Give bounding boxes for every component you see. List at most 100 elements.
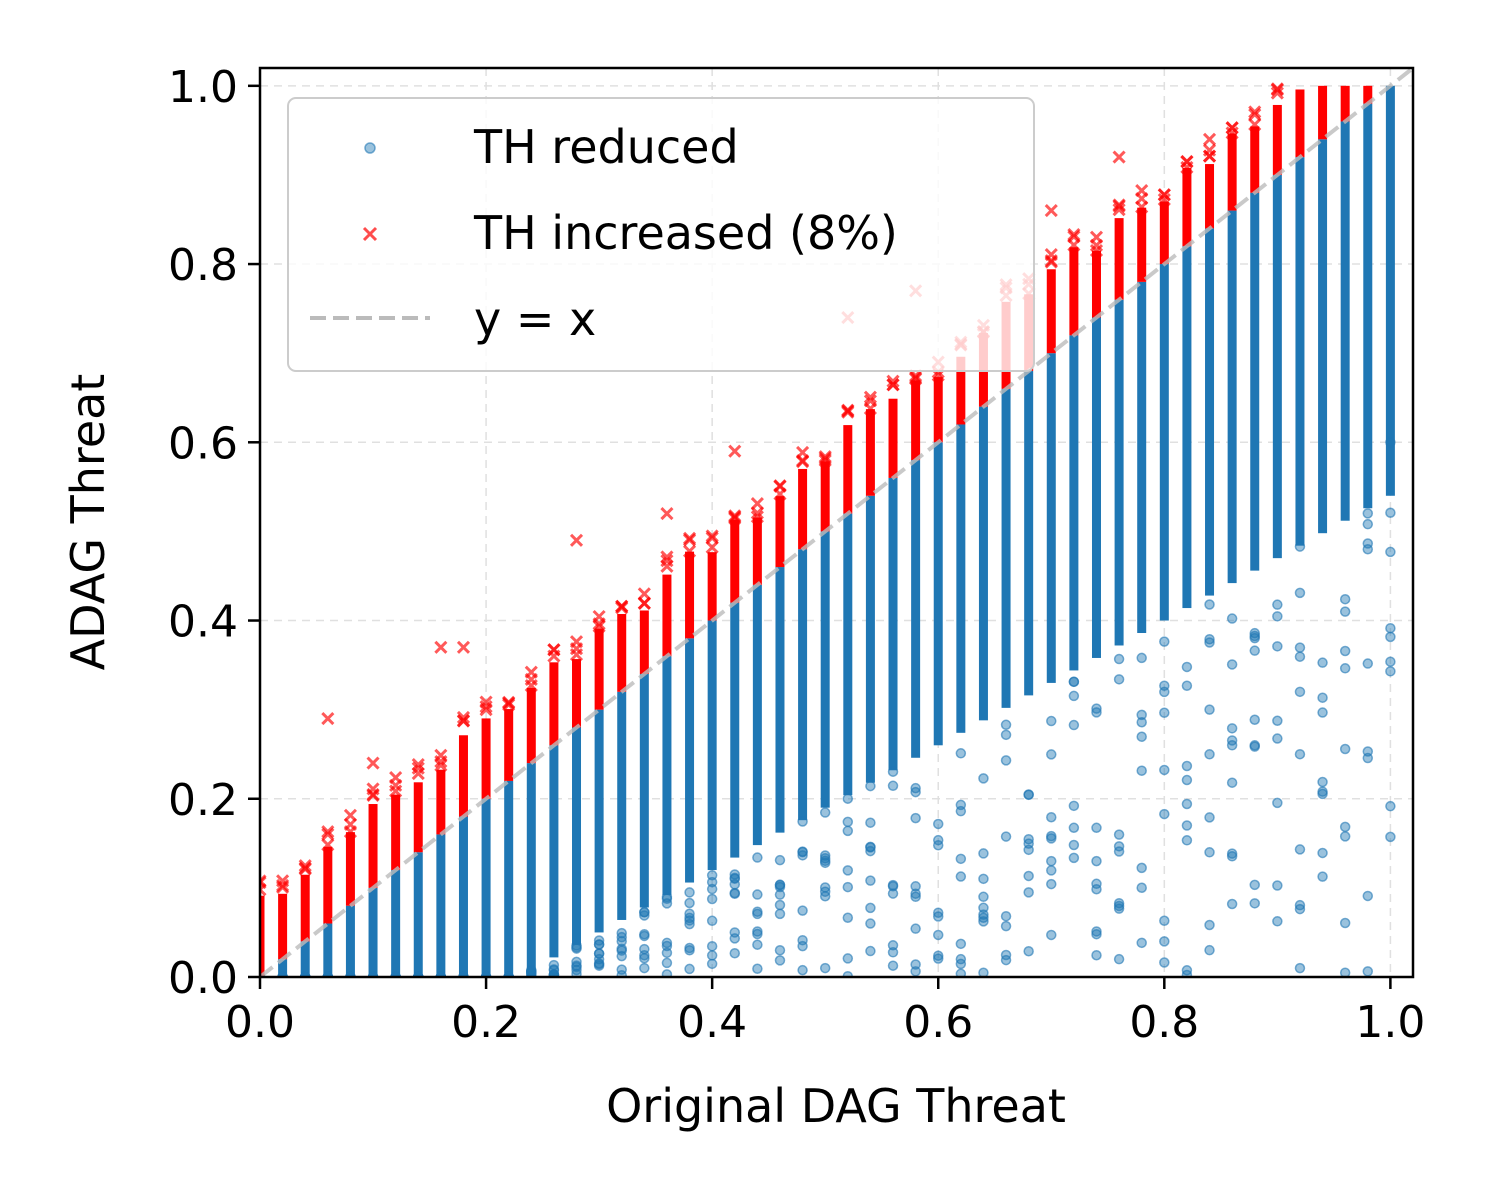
reduced-point: [571, 960, 582, 971]
reduced-point: [1385, 831, 1396, 843]
reduced-point: [706, 950, 718, 961]
increased-point: [524, 678, 538, 693]
increased-point: [479, 700, 493, 714]
reduced-point: [1339, 593, 1351, 605]
reduced-point: [1000, 755, 1012, 766]
increased-point-column: [865, 409, 875, 496]
reduced-point: [1226, 898, 1238, 910]
reduced-point: [684, 887, 695, 898]
reduced-point-column: [278, 959, 288, 977]
increased-point: [682, 544, 697, 558]
reduced-point: [887, 766, 899, 777]
reduced-point: [774, 854, 786, 866]
reduced-point: [865, 817, 876, 828]
reduced-point: [978, 912, 989, 924]
reduced-point: [1136, 882, 1147, 894]
reduced-point: [752, 928, 763, 940]
reduced-point: [706, 915, 718, 927]
increased-point: [569, 533, 584, 547]
reduced-point: [1046, 812, 1057, 823]
reduced-point: [978, 909, 989, 920]
increased-point: [1202, 149, 1217, 163]
reduced-point: [1317, 707, 1328, 718]
reduced-point: [1317, 788, 1328, 800]
legend-marker-reduced: [364, 142, 376, 154]
reduced-point: [684, 918, 695, 930]
reduced-point: [774, 955, 786, 966]
reduced-point: [774, 889, 786, 900]
reduced-point: [910, 923, 921, 934]
reduced-point: [910, 891, 921, 903]
reduced-point: [865, 902, 876, 914]
increased-point: [1270, 83, 1284, 97]
reduced-point-column: [865, 495, 875, 783]
reduced-point: [932, 907, 944, 919]
increased-point: [1135, 191, 1149, 206]
increased-point-column: [481, 718, 491, 799]
increased-point: [321, 711, 335, 726]
increased-point: [660, 559, 674, 573]
reduced-point: [1317, 871, 1328, 882]
reduced-point-column: [1250, 192, 1260, 571]
increased-point-column: [933, 377, 943, 443]
increased-point: [886, 374, 900, 388]
reduced-point: [1000, 920, 1012, 932]
increased-point-column: [413, 782, 423, 853]
reduced-point: [1294, 844, 1306, 855]
reduced-point: [1294, 642, 1306, 653]
reduced-point: [1272, 715, 1283, 727]
reduced-point: [932, 929, 944, 941]
increased-point: [298, 859, 312, 873]
reduced-point: [1362, 543, 1374, 555]
reduced-point: [1226, 659, 1238, 670]
plot-frame: [258, 66, 1415, 979]
reduced-point: [819, 853, 831, 864]
reduced-point: [593, 953, 605, 965]
reduced-point: [932, 953, 944, 964]
reduced-point: [1272, 641, 1283, 652]
reduced-point: [1294, 541, 1306, 552]
reduced-point: [616, 964, 627, 975]
increased-point: [750, 510, 764, 524]
reduced-point: [1159, 957, 1170, 968]
reduced-point: [1226, 740, 1238, 751]
reduced-point: [865, 842, 876, 853]
reduced-point: [1136, 709, 1147, 721]
reduced-point-column: [888, 477, 898, 771]
reduced-point: [774, 945, 786, 956]
reduced-point: [955, 748, 967, 759]
reduced-point-column: [1114, 299, 1124, 646]
increased-point: [321, 838, 335, 852]
reduced-point-column: [481, 798, 491, 977]
reduced-point: [1339, 645, 1351, 657]
reduced-point: [842, 912, 854, 923]
reduced-point: [1181, 965, 1193, 976]
reduced-point: [932, 911, 944, 922]
reduced-point: [1204, 944, 1215, 956]
increased-point-column: [260, 895, 265, 977]
reduced-point: [1294, 686, 1306, 698]
reduced-point: [752, 906, 763, 918]
reduced-point: [1000, 831, 1012, 842]
reduced-point: [865, 875, 876, 886]
increased-point-column: [1205, 164, 1215, 229]
reduced-point: [661, 957, 673, 969]
reduced-point: [978, 967, 989, 977]
reduced-point: [1362, 518, 1374, 530]
reduced-point: [661, 947, 673, 959]
increased-point: [1248, 105, 1262, 119]
increased-point-column: [278, 893, 288, 960]
increased-point-column: [1137, 207, 1147, 282]
reduced-point: [1091, 926, 1102, 937]
increased-point: [411, 766, 425, 781]
increased-point: [434, 758, 448, 772]
reduced-point: [1159, 764, 1170, 776]
reduced-point: [1385, 666, 1396, 677]
increased-point: [260, 883, 267, 897]
y-tick-label: 0.8: [168, 240, 238, 291]
reduced-point: [1294, 587, 1306, 599]
reduced-point-column: [526, 763, 536, 970]
reduced-point: [1000, 954, 1012, 966]
reduced-point: [1046, 833, 1057, 844]
reduced-point: [955, 853, 967, 865]
